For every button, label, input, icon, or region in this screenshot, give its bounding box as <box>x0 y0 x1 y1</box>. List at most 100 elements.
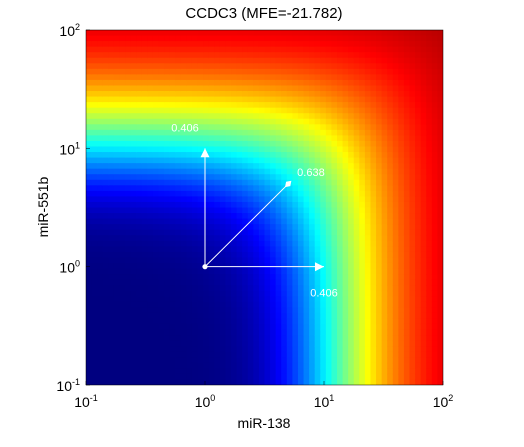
heatmap-cell <box>325 63 333 70</box>
heatmap-cell <box>130 240 137 248</box>
heatmap-cell <box>125 52 132 59</box>
heatmap-cell <box>247 85 255 92</box>
heatmap-cell <box>270 368 277 375</box>
heatmap-cell <box>258 301 266 309</box>
heatmap-cell <box>102 368 110 375</box>
heatmap-cell <box>197 307 204 314</box>
heatmap-cell <box>86 290 93 297</box>
heatmap-cell <box>426 68 433 76</box>
heatmap-cell <box>236 357 243 364</box>
heatmap-cell <box>180 307 188 314</box>
heatmap-cell <box>175 163 182 170</box>
heatmap-cell <box>108 168 115 175</box>
heatmap-cell <box>208 307 215 314</box>
heatmap-cell <box>191 240 199 248</box>
heatmap-cell <box>387 35 394 42</box>
heatmap-cell <box>91 57 98 64</box>
heatmap-cell <box>158 379 165 385</box>
heatmap-cell <box>175 274 182 281</box>
heatmap-cell <box>437 96 443 103</box>
heatmap-cell <box>141 296 149 303</box>
heatmap-cell <box>297 179 305 187</box>
heatmap-cell <box>91 285 98 292</box>
heatmap-cell <box>125 79 132 87</box>
heatmap-cell <box>381 274 388 281</box>
heatmap-cell <box>113 312 121 320</box>
heatmap-cell <box>403 329 411 336</box>
heatmap-cell <box>303 146 310 153</box>
heatmap-cell <box>398 124 405 131</box>
heatmap-cell <box>403 362 411 370</box>
heatmap-cell <box>125 96 132 103</box>
heatmap-cell <box>381 373 388 381</box>
heatmap-cell <box>175 157 182 164</box>
heatmap-cell <box>258 85 266 92</box>
heatmap-cell <box>197 74 204 81</box>
heatmap-cell <box>320 329 327 336</box>
heatmap-cell <box>337 296 344 303</box>
heatmap-cell <box>381 118 388 125</box>
heatmap-cell <box>91 146 98 153</box>
heatmap-cell <box>97 63 104 70</box>
heatmap-cell <box>147 351 154 358</box>
heatmap-cell <box>147 46 154 53</box>
heatmap-cell <box>337 213 344 220</box>
heatmap-cell <box>420 268 427 275</box>
heatmap-cell <box>297 146 305 153</box>
heatmap-cell <box>136 79 143 87</box>
heatmap-cell <box>236 52 243 59</box>
heatmap-cell <box>426 346 433 353</box>
heatmap-cell <box>398 35 405 42</box>
heatmap-cell <box>247 135 255 142</box>
heatmap-cell <box>119 296 126 303</box>
heatmap-cell <box>203 41 210 48</box>
heatmap-cell <box>186 274 193 281</box>
heatmap-cell <box>403 346 411 353</box>
heatmap-cell <box>286 301 294 309</box>
heatmap-cell <box>437 124 443 131</box>
heatmap-cell <box>309 190 316 198</box>
heatmap-cell <box>102 152 110 159</box>
heatmap-cell <box>370 346 377 353</box>
heatmap-cell <box>381 35 388 42</box>
heatmap-cell <box>136 30 143 37</box>
heatmap-cell <box>359 240 366 248</box>
heatmap-cell <box>264 296 271 303</box>
heatmap-cell <box>125 362 132 370</box>
heatmap-cell <box>208 346 215 353</box>
heatmap-cell <box>303 357 310 364</box>
heatmap-cell <box>180 63 188 70</box>
heatmap-cell <box>258 218 266 225</box>
heatmap-cell <box>403 190 411 198</box>
heatmap-cell <box>342 129 349 137</box>
heatmap-cell <box>86 257 93 264</box>
heatmap-cell <box>253 357 260 364</box>
heatmap-cell <box>242 74 249 81</box>
heatmap-cell <box>342 235 349 242</box>
heatmap-cell <box>292 185 299 192</box>
heatmap-cell <box>214 373 221 381</box>
heatmap-cell <box>403 107 411 114</box>
heatmap-cell <box>420 190 427 198</box>
heatmap-cell <box>191 312 199 320</box>
heatmap-cell <box>348 251 355 259</box>
heatmap-cell <box>331 379 338 385</box>
heatmap-cell <box>292 251 299 259</box>
heatmap-cell <box>141 323 149 331</box>
heatmap-cell <box>236 268 243 275</box>
heatmap-cell <box>91 63 98 70</box>
heatmap-cell <box>231 68 238 76</box>
heatmap-cell <box>364 213 372 220</box>
heatmap-cell <box>258 318 266 325</box>
heatmap-cell <box>86 129 93 137</box>
heatmap-cell <box>152 152 160 159</box>
heatmap-cell <box>376 102 383 109</box>
heatmap-cell <box>113 96 121 103</box>
heatmap-cell <box>270 257 277 264</box>
heatmap-cell <box>409 373 416 381</box>
heatmap-cell <box>370 185 377 192</box>
heatmap-cell <box>337 268 344 275</box>
heatmap-cell <box>164 379 171 385</box>
heatmap-cell <box>197 318 204 325</box>
heatmap-cell <box>147 296 154 303</box>
